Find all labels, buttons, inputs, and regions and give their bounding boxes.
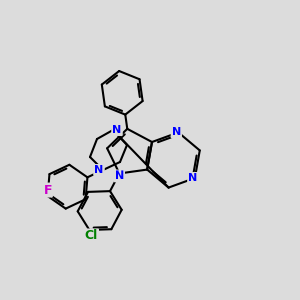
Text: N: N [112, 125, 122, 135]
Text: N: N [172, 128, 181, 137]
Text: N: N [112, 125, 122, 135]
Text: N: N [188, 173, 197, 183]
Text: N: N [115, 170, 124, 181]
Text: N: N [115, 172, 124, 182]
Text: N: N [172, 128, 181, 137]
Text: Cl: Cl [85, 230, 98, 242]
Text: N: N [94, 165, 103, 175]
Text: N: N [188, 173, 197, 183]
Text: N: N [94, 165, 103, 175]
Text: F: F [44, 184, 52, 196]
